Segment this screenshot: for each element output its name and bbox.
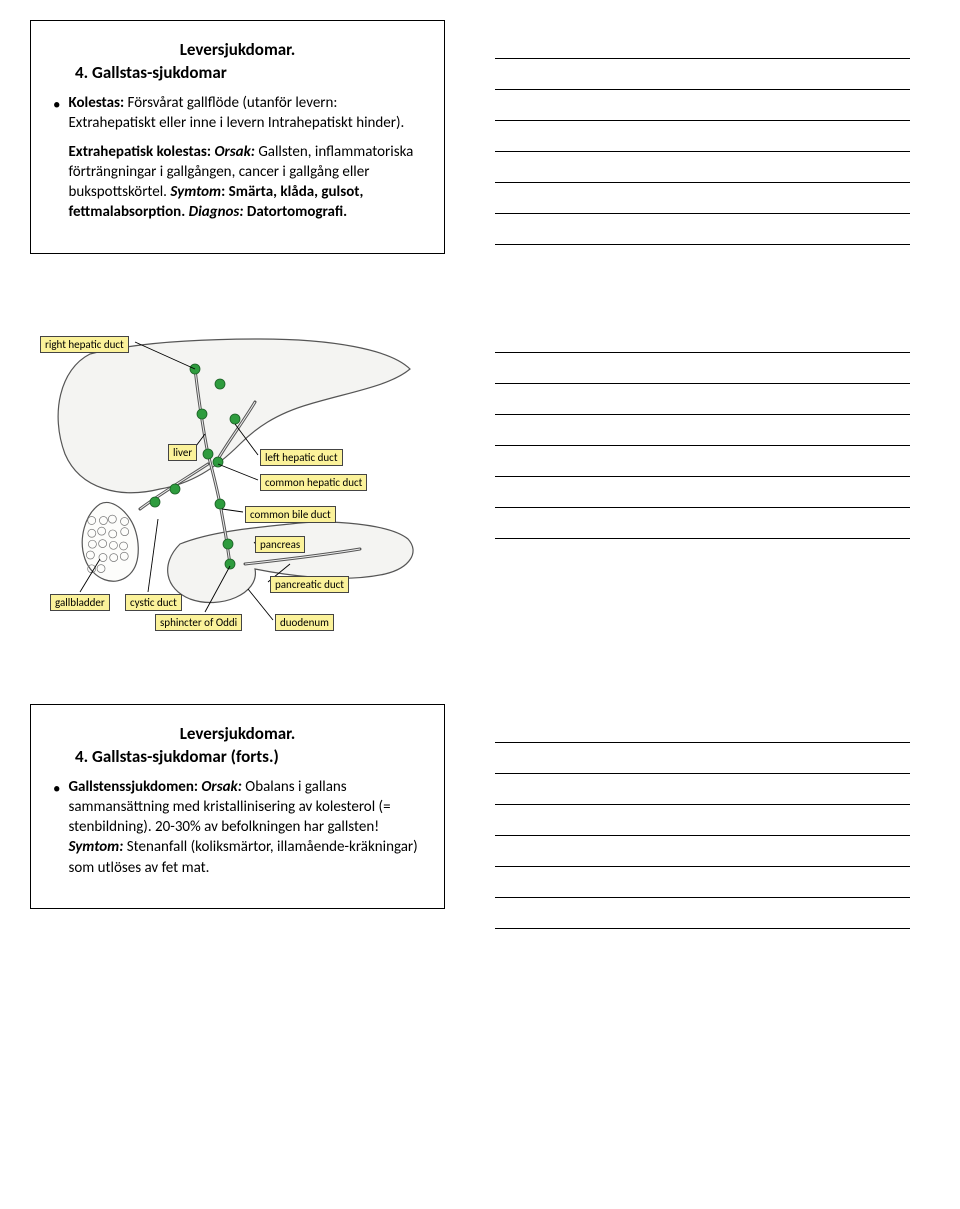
row-slide-3: Leversjukdomar. 4. Gallstas-sjukdomar (f… xyxy=(30,704,930,929)
note-line xyxy=(495,214,910,245)
notes-3 xyxy=(495,704,910,929)
anat-label-common-bile-duct: common bile duct xyxy=(245,506,336,523)
note-line xyxy=(495,384,910,415)
notes-1 xyxy=(495,20,910,245)
note-line xyxy=(495,805,910,836)
slide1-title: Leversjukdomar. xyxy=(53,39,422,60)
slide1-para1: Kolestas: Försvårat gallflöde (utanför l… xyxy=(68,93,422,134)
anat-label-duodenum: duodenum xyxy=(275,614,334,631)
notes-2 xyxy=(495,314,910,539)
slide1-subtitle: 4. Gallstas-sjukdomar xyxy=(75,62,422,83)
note-line xyxy=(495,477,910,508)
note-line xyxy=(495,59,910,90)
slide1-para2: Extrahepatisk kolestas: Orsak: Gallsten,… xyxy=(68,142,422,223)
note-line xyxy=(495,446,910,477)
note-line xyxy=(495,183,910,214)
note-line xyxy=(495,353,910,384)
anat-label-liver: liver xyxy=(168,444,197,461)
slide3-body: Gallstenssjukdomen: Orsak: Obalans i gal… xyxy=(68,777,422,886)
row-slide-1: Leversjukdomar. 4. Gallstas-sjukdomar • … xyxy=(30,20,930,254)
note-line xyxy=(495,712,910,743)
note-line xyxy=(495,836,910,867)
anat-label-right-hepatic-duct: right hepatic duct xyxy=(40,336,129,353)
anat-label-pancreas: pancreas xyxy=(255,536,305,553)
anat-label-sphincter-of-oddi: sphincter of Oddi xyxy=(155,614,242,631)
anat-label-gallbladder: gallbladder xyxy=(50,594,110,611)
anatomy-diagram: right hepatic duct liver left hepatic duct… xyxy=(30,314,445,644)
slide-3: Leversjukdomar. 4. Gallstas-sjukdomar (f… xyxy=(30,704,445,909)
note-line xyxy=(495,415,910,446)
note-line xyxy=(495,152,910,183)
note-line xyxy=(495,774,910,805)
note-line xyxy=(495,90,910,121)
note-line xyxy=(495,121,910,152)
anat-label-left-hepatic-duct: left hepatic duct xyxy=(260,449,343,466)
note-line xyxy=(495,898,910,929)
note-line xyxy=(495,322,910,353)
anat-label-common-hepatic-duct: common hepatic duct xyxy=(260,474,367,491)
slide-1: Leversjukdomar. 4. Gallstas-sjukdomar • … xyxy=(30,20,445,254)
note-line xyxy=(495,28,910,59)
note-line xyxy=(495,867,910,898)
slide3-title: Leversjukdomar. xyxy=(53,723,422,744)
slide1-bullet: • Kolestas: Försvårat gallflöde (utanför… xyxy=(53,93,422,231)
row-diagram: right hepatic duct liver left hepatic duct… xyxy=(30,314,930,644)
slide3-subtitle: 4. Gallstas-sjukdomar (forts.) xyxy=(75,746,422,767)
note-line xyxy=(495,508,910,539)
slide3-bullet: • Gallstenssjukdomen: Orsak: Obalans i g… xyxy=(53,777,422,886)
slide1-body: Kolestas: Försvårat gallflöde (utanför l… xyxy=(68,93,422,231)
bullet-dot-icon: • xyxy=(53,777,60,886)
anat-label-pancreatic-duct: pancreatic duct xyxy=(270,576,349,593)
note-line xyxy=(495,743,910,774)
anat-label-cystic-duct: cystic duct xyxy=(125,594,182,611)
bullet-dot-icon: • xyxy=(53,93,60,231)
slide3-para: Gallstenssjukdomen: Orsak: Obalans i gal… xyxy=(68,777,422,878)
